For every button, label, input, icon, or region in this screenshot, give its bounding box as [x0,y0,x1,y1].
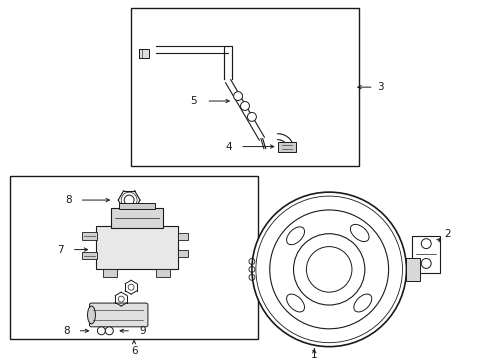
Circle shape [247,112,256,121]
Bar [177,233,187,240]
Circle shape [97,327,105,335]
Bar [10,176,257,339]
Circle shape [118,296,124,302]
Text: 7: 7 [57,244,63,255]
Bar [156,269,169,277]
Text: 6: 6 [130,346,137,356]
Ellipse shape [87,306,95,324]
Text: 3: 3 [376,82,383,92]
Text: 5: 5 [189,96,196,106]
Bar [119,203,155,209]
Circle shape [233,91,242,100]
Circle shape [124,195,134,205]
Circle shape [128,284,134,290]
Text: 2: 2 [443,229,450,239]
Bar [111,208,163,228]
Bar [131,8,358,166]
Ellipse shape [350,224,368,242]
Circle shape [240,102,249,111]
Text: 4: 4 [225,141,232,152]
Ellipse shape [286,294,304,312]
Bar [96,226,177,269]
Text: 9: 9 [139,326,145,336]
Bar [411,236,439,273]
Bar [406,257,419,281]
Bar [81,232,97,240]
FancyBboxPatch shape [89,303,148,327]
Ellipse shape [286,227,304,245]
Bar [103,269,117,277]
Text: 1: 1 [310,350,317,360]
Circle shape [105,327,113,335]
Text: 8: 8 [65,195,72,205]
Bar [177,249,187,257]
Bar [277,141,295,152]
Text: 8: 8 [63,326,70,336]
Ellipse shape [353,294,371,312]
Bar [81,252,97,260]
Circle shape [251,192,406,347]
Bar [139,49,149,58]
